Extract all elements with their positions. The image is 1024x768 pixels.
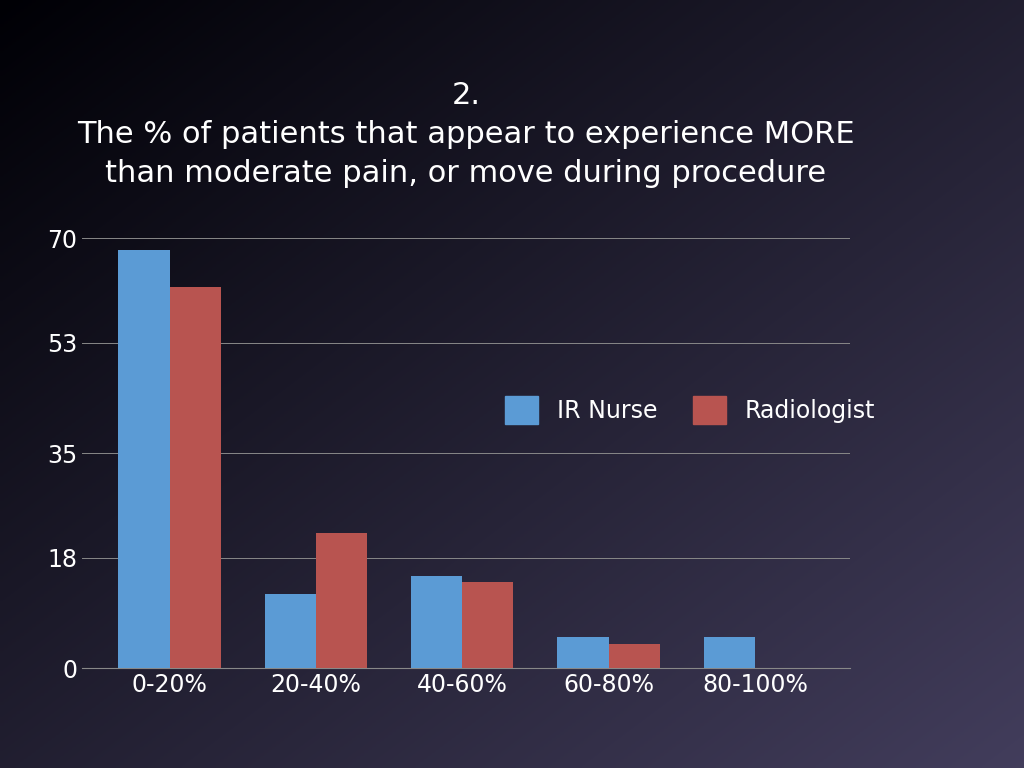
Bar bbox=[462, 582, 513, 668]
Bar bbox=[170, 287, 221, 668]
Bar bbox=[608, 644, 659, 668]
Bar bbox=[265, 594, 316, 668]
Title: 2.
The % of patients that appear to experience MORE
than moderate pain, or move : 2. The % of patients that appear to expe… bbox=[77, 81, 855, 188]
Bar bbox=[411, 576, 462, 668]
Bar bbox=[557, 637, 608, 668]
Bar bbox=[703, 637, 755, 668]
Legend: IR Nurse, Radiologist: IR Nurse, Radiologist bbox=[494, 385, 887, 435]
Bar bbox=[119, 250, 170, 668]
Bar bbox=[316, 533, 368, 668]
